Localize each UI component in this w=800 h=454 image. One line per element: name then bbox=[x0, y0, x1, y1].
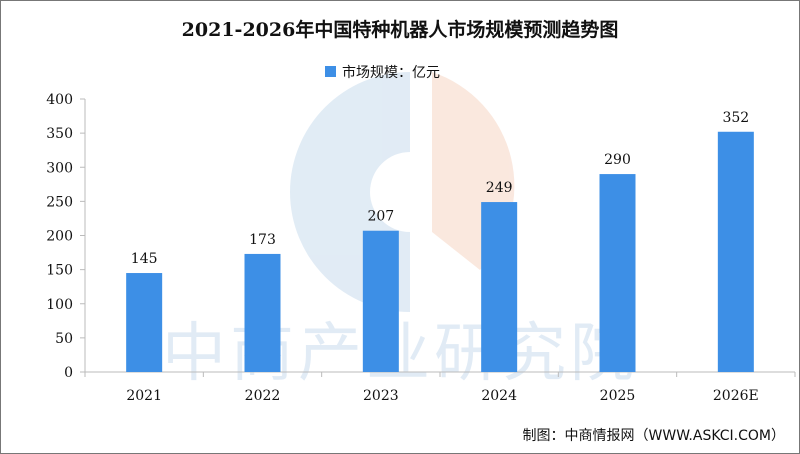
y-tick-label: 250 bbox=[46, 194, 73, 210]
y-tick-label: 200 bbox=[46, 229, 73, 245]
y-tick-label: 100 bbox=[46, 297, 73, 313]
bar bbox=[481, 202, 518, 372]
y-tick-label: 350 bbox=[46, 126, 73, 142]
legend-swatch bbox=[325, 66, 336, 77]
chart-title: 2021-2026年中国特种机器人市场规模预测趋势图 bbox=[182, 18, 619, 41]
data-label: 249 bbox=[486, 180, 513, 196]
bar bbox=[362, 230, 399, 372]
y-tick-label: 0 bbox=[64, 365, 73, 381]
bar bbox=[244, 253, 281, 372]
source-note: 制图：中商情报网（WWW.ASKCI.COM） bbox=[523, 428, 785, 444]
x-tick-label: 2024 bbox=[481, 388, 517, 404]
x-tick-label: 2021 bbox=[126, 388, 162, 404]
watermark-text: 中商产业研究院 bbox=[162, 317, 638, 391]
x-tick-label: 2026E bbox=[713, 388, 759, 404]
data-label: 173 bbox=[249, 232, 276, 248]
y-tick-label: 150 bbox=[46, 263, 73, 279]
data-label: 352 bbox=[722, 110, 749, 126]
x-tick-label: 2025 bbox=[600, 388, 636, 404]
watermark: 中商产业研究院 bbox=[162, 72, 638, 391]
bar bbox=[717, 131, 754, 372]
bar bbox=[599, 174, 636, 372]
data-label: 290 bbox=[604, 152, 631, 168]
y-tick-label: 300 bbox=[46, 160, 73, 176]
data-label: 145 bbox=[131, 251, 158, 267]
y-tick-label: 400 bbox=[46, 92, 73, 108]
bar bbox=[126, 273, 163, 372]
y-tick-label: 50 bbox=[55, 331, 73, 347]
x-tick-label: 2023 bbox=[363, 388, 399, 404]
x-tick-label: 2022 bbox=[245, 388, 281, 404]
data-label: 207 bbox=[367, 209, 394, 225]
legend-label: 市场规模：亿元 bbox=[342, 64, 440, 81]
